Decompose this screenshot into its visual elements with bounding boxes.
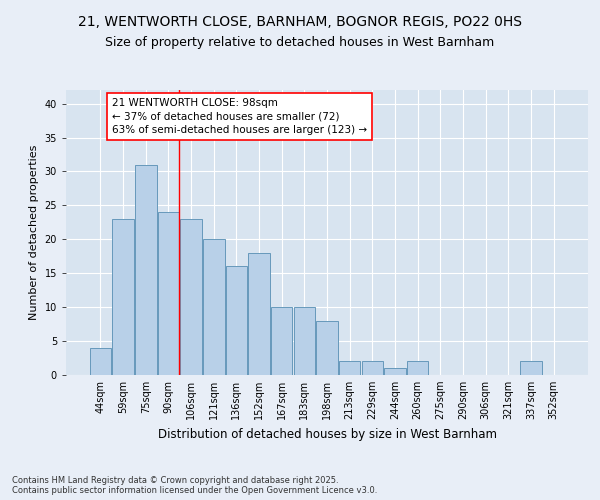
Bar	[135, 164, 157, 375]
Bar	[226, 266, 247, 375]
Bar	[112, 219, 134, 375]
Text: Contains HM Land Registry data © Crown copyright and database right 2025.
Contai: Contains HM Land Registry data © Crown c…	[12, 476, 377, 495]
Bar	[316, 320, 338, 375]
Bar	[407, 362, 428, 375]
Bar	[362, 362, 383, 375]
Text: 21, WENTWORTH CLOSE, BARNHAM, BOGNOR REGIS, PO22 0HS: 21, WENTWORTH CLOSE, BARNHAM, BOGNOR REG…	[78, 16, 522, 30]
Bar	[158, 212, 179, 375]
Bar	[203, 240, 224, 375]
Bar	[90, 348, 111, 375]
Bar	[520, 362, 542, 375]
X-axis label: Distribution of detached houses by size in West Barnham: Distribution of detached houses by size …	[157, 428, 497, 440]
Bar	[271, 307, 292, 375]
Text: 21 WENTWORTH CLOSE: 98sqm
← 37% of detached houses are smaller (72)
63% of semi-: 21 WENTWORTH CLOSE: 98sqm ← 37% of detac…	[112, 98, 367, 134]
Bar	[339, 362, 361, 375]
Y-axis label: Number of detached properties: Number of detached properties	[29, 145, 39, 320]
Bar	[181, 219, 202, 375]
Bar	[384, 368, 406, 375]
Text: Size of property relative to detached houses in West Barnham: Size of property relative to detached ho…	[106, 36, 494, 49]
Bar	[293, 307, 315, 375]
Bar	[248, 253, 270, 375]
